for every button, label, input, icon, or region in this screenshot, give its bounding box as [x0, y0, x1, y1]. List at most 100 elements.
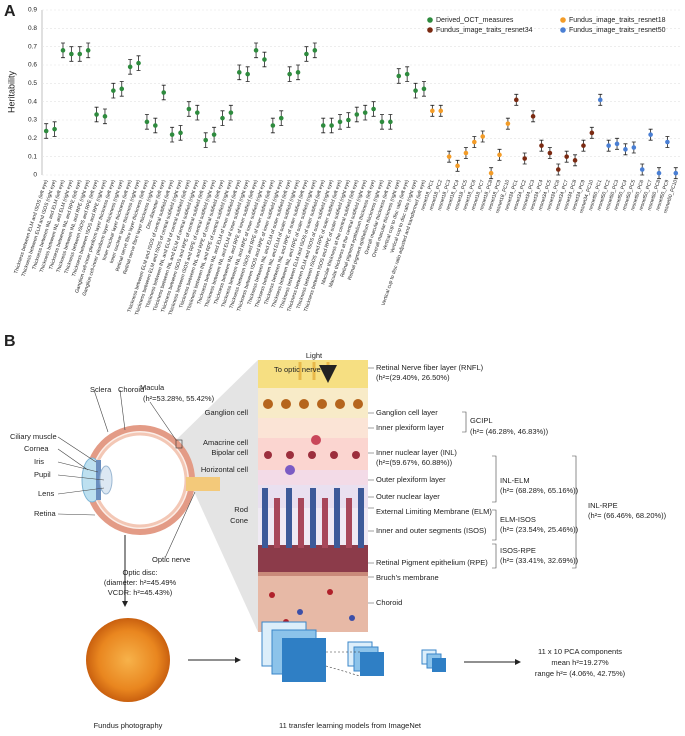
label: (h²= (68.28%, 65.16%))	[500, 486, 579, 495]
label: Inner and outer segments (ISOS)	[376, 526, 487, 535]
label: Cone	[230, 516, 248, 525]
label: (h²=(59.67%, 60.88%))	[376, 458, 453, 467]
label: Rod	[234, 505, 248, 514]
point	[555, 167, 561, 172]
bipolar-cells	[264, 451, 360, 459]
point	[438, 108, 444, 114]
point	[312, 48, 318, 53]
point	[111, 88, 116, 93]
point	[253, 48, 259, 53]
label: (h²= (46.28%, 46.83%))	[470, 427, 549, 436]
point	[320, 123, 326, 128]
legend-marker	[560, 17, 566, 23]
label: Bruch's membrane	[376, 573, 439, 582]
point	[572, 158, 578, 163]
point	[245, 71, 250, 77]
legend-label: Derived_OCT_measures	[436, 17, 514, 24]
label: Ganglion cell layer	[376, 408, 438, 417]
iris	[96, 460, 101, 500]
label: Optic nerve	[152, 555, 190, 564]
label: Macula	[140, 383, 165, 392]
point	[346, 117, 351, 123]
legend-marker	[427, 17, 433, 23]
label: Ganglion cell	[205, 408, 249, 417]
point	[480, 134, 486, 139]
point	[388, 119, 393, 125]
horizontal-cell	[285, 465, 295, 475]
label: Fundus photography	[94, 721, 163, 730]
point	[631, 145, 637, 150]
label: Retinal Nerve fiber layer (RNFL)	[376, 363, 484, 372]
point	[673, 170, 679, 176]
amacrine-cell	[311, 435, 321, 445]
point	[497, 152, 502, 158]
point	[102, 114, 108, 119]
point	[203, 137, 208, 143]
point	[589, 130, 595, 136]
point	[169, 132, 175, 137]
y-tick-label: 0.2	[28, 135, 37, 142]
panel-label: B	[4, 333, 16, 350]
point	[614, 141, 620, 147]
point	[295, 70, 301, 75]
y-tick-label: 0.6	[28, 62, 37, 69]
point	[186, 106, 192, 112]
ipl-layer	[258, 418, 368, 438]
point	[52, 126, 57, 132]
point	[404, 71, 410, 77]
point	[648, 132, 653, 137]
point	[396, 73, 402, 79]
label: Sclera	[90, 385, 112, 394]
projection	[176, 360, 258, 632]
point	[430, 108, 435, 114]
point	[195, 110, 200, 115]
point	[656, 170, 662, 176]
rpe-layer	[258, 545, 368, 572]
point	[371, 106, 376, 112]
label: Inner plexiform layer	[376, 423, 444, 432]
point	[287, 71, 292, 77]
point	[220, 115, 225, 121]
point	[329, 123, 334, 128]
point	[379, 119, 385, 125]
y-tick-label: 0.5	[28, 80, 37, 87]
label: (h²= (33.41%, 32.69%))	[500, 556, 579, 565]
point	[211, 132, 217, 137]
label: Choroid	[376, 598, 402, 607]
label: ISOS-RPE	[500, 546, 536, 555]
point	[43, 128, 49, 134]
point	[463, 150, 469, 156]
point	[60, 48, 66, 53]
label: (h²=(29.40%, 26.50%)	[376, 373, 450, 382]
y-tick-label: 0.8	[28, 25, 37, 32]
label: Horizontal cell	[201, 465, 248, 474]
point	[539, 143, 544, 148]
ganglion-cells	[263, 399, 363, 409]
cnn-blocks	[261, 621, 446, 682]
point	[639, 167, 645, 172]
y-tick-label: 0.9	[28, 7, 37, 14]
legend-label: Fundus_image_traits_resnet18	[569, 17, 666, 24]
legend-label: Fundus_image_traits_resnet34	[436, 27, 533, 34]
label: Cornea	[24, 444, 49, 453]
point	[228, 110, 234, 115]
panel-b: B Sclera Choroid Macula (h²=53.28%, 55.4…	[4, 333, 667, 730]
point	[564, 154, 569, 159]
photoreceptors	[262, 488, 364, 548]
y-axis-label: Heritability	[6, 70, 16, 113]
label: Light	[306, 351, 323, 360]
legend-marker	[427, 27, 433, 33]
point	[262, 57, 267, 62]
label: Bipolar cell	[211, 448, 248, 457]
bruch-layer	[258, 572, 368, 576]
point	[530, 114, 536, 119]
label: Retina	[34, 509, 57, 518]
point	[236, 70, 242, 75]
label: INL-ELM	[500, 476, 530, 485]
point	[153, 123, 158, 128]
point	[354, 112, 360, 117]
label: mean h²=19.27%	[551, 658, 609, 667]
point	[144, 119, 150, 125]
